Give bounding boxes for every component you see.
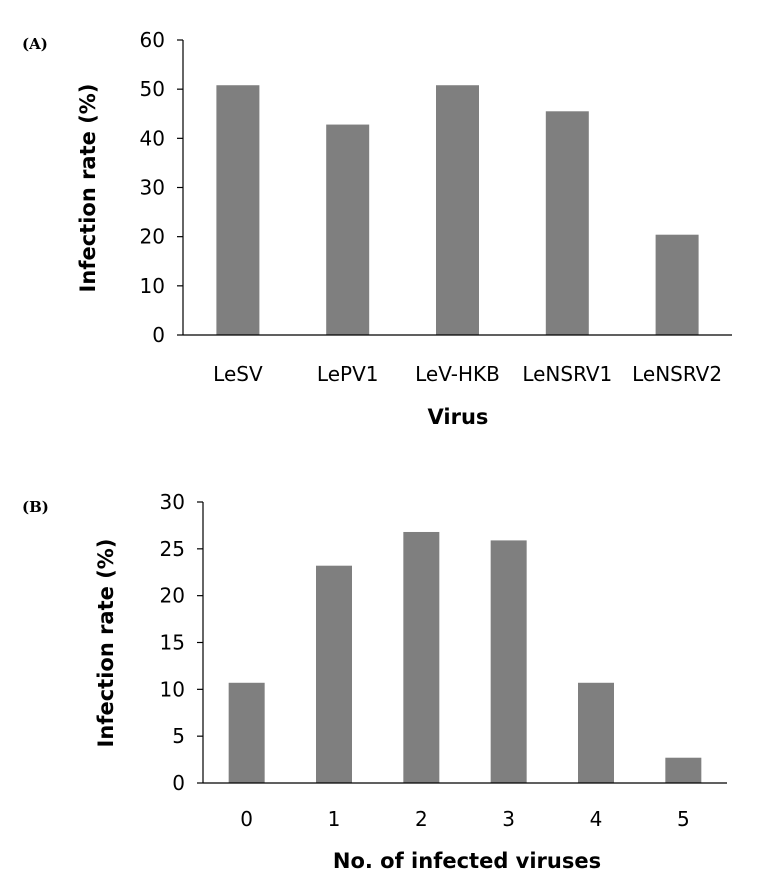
bar (578, 682, 614, 783)
y-tick-label: 0 (152, 323, 165, 347)
x-tick-label: LeNSRV2 (632, 362, 722, 386)
axes-a (177, 39, 732, 336)
bars-b (228, 531, 702, 783)
panel-label-b: (B) (22, 498, 49, 516)
bar (403, 531, 440, 783)
bar (436, 85, 479, 335)
y-tick-label: 60 (140, 28, 165, 52)
x-tick-label: 5 (677, 807, 690, 831)
bar (326, 124, 370, 335)
axes-b (197, 501, 727, 784)
x-tick-labels-b: 0 1 2 3 4 5 (240, 807, 689, 831)
x-tick-label: 4 (590, 807, 603, 831)
y-tick-label: 20 (140, 225, 165, 249)
x-tick-label: LeV-HKB (415, 362, 500, 386)
bar (545, 111, 589, 336)
y-axis-title-a: Infection rate (%) (76, 84, 100, 293)
x-tick-label: 1 (328, 807, 341, 831)
bar (665, 757, 702, 783)
bar (316, 565, 352, 783)
panel-label-a: (A) (22, 35, 48, 53)
bar (216, 85, 260, 335)
y-tick-label: 20 (160, 584, 185, 608)
y-tick-label: 10 (140, 274, 165, 298)
x-tick-label: LePV1 (317, 362, 379, 386)
bar (655, 234, 699, 335)
x-tick-label: 3 (502, 807, 515, 831)
y-axis-title-b: Infection rate (%) (94, 539, 118, 748)
y-tick-label: 10 (160, 677, 185, 701)
y-tick-label: 40 (140, 126, 165, 150)
y-tick-label: 15 (160, 631, 185, 655)
x-axis-title-a: Virus (428, 405, 489, 429)
x-tick-label: LeNSRV1 (522, 362, 612, 386)
bar (228, 682, 265, 783)
bar (490, 540, 527, 783)
y-tick-label: 50 (140, 77, 165, 101)
x-tick-label: LeSV (213, 362, 263, 386)
chart-panel-b: (B) 0 5 10 15 20 25 30 0 1 2 3 4 5 No. of infected … (22, 490, 727, 873)
x-axis-title-b: No. of infected viruses (333, 849, 601, 873)
y-tick-labels-a: 0 10 20 30 40 50 60 (140, 28, 165, 347)
x-tick-labels-a: LeSV LePV1 LeV-HKB LeNSRV1 LeNSRV2 (213, 362, 722, 386)
bars-a (216, 85, 699, 336)
y-tick-label: 5 (172, 724, 185, 748)
y-tick-labels-b: 0 5 10 15 20 25 30 (160, 490, 185, 795)
y-tick-label: 0 (172, 771, 185, 795)
x-tick-label: 0 (240, 807, 253, 831)
y-tick-label: 30 (140, 176, 165, 200)
y-tick-label: 25 (160, 537, 185, 561)
y-tick-label: 30 (160, 490, 185, 514)
x-tick-label: 2 (415, 807, 428, 831)
chart-panel-a: (A) 0 10 20 30 40 50 60 LeSV LePV1 LeV-HKB LeNSRV… (22, 28, 732, 429)
